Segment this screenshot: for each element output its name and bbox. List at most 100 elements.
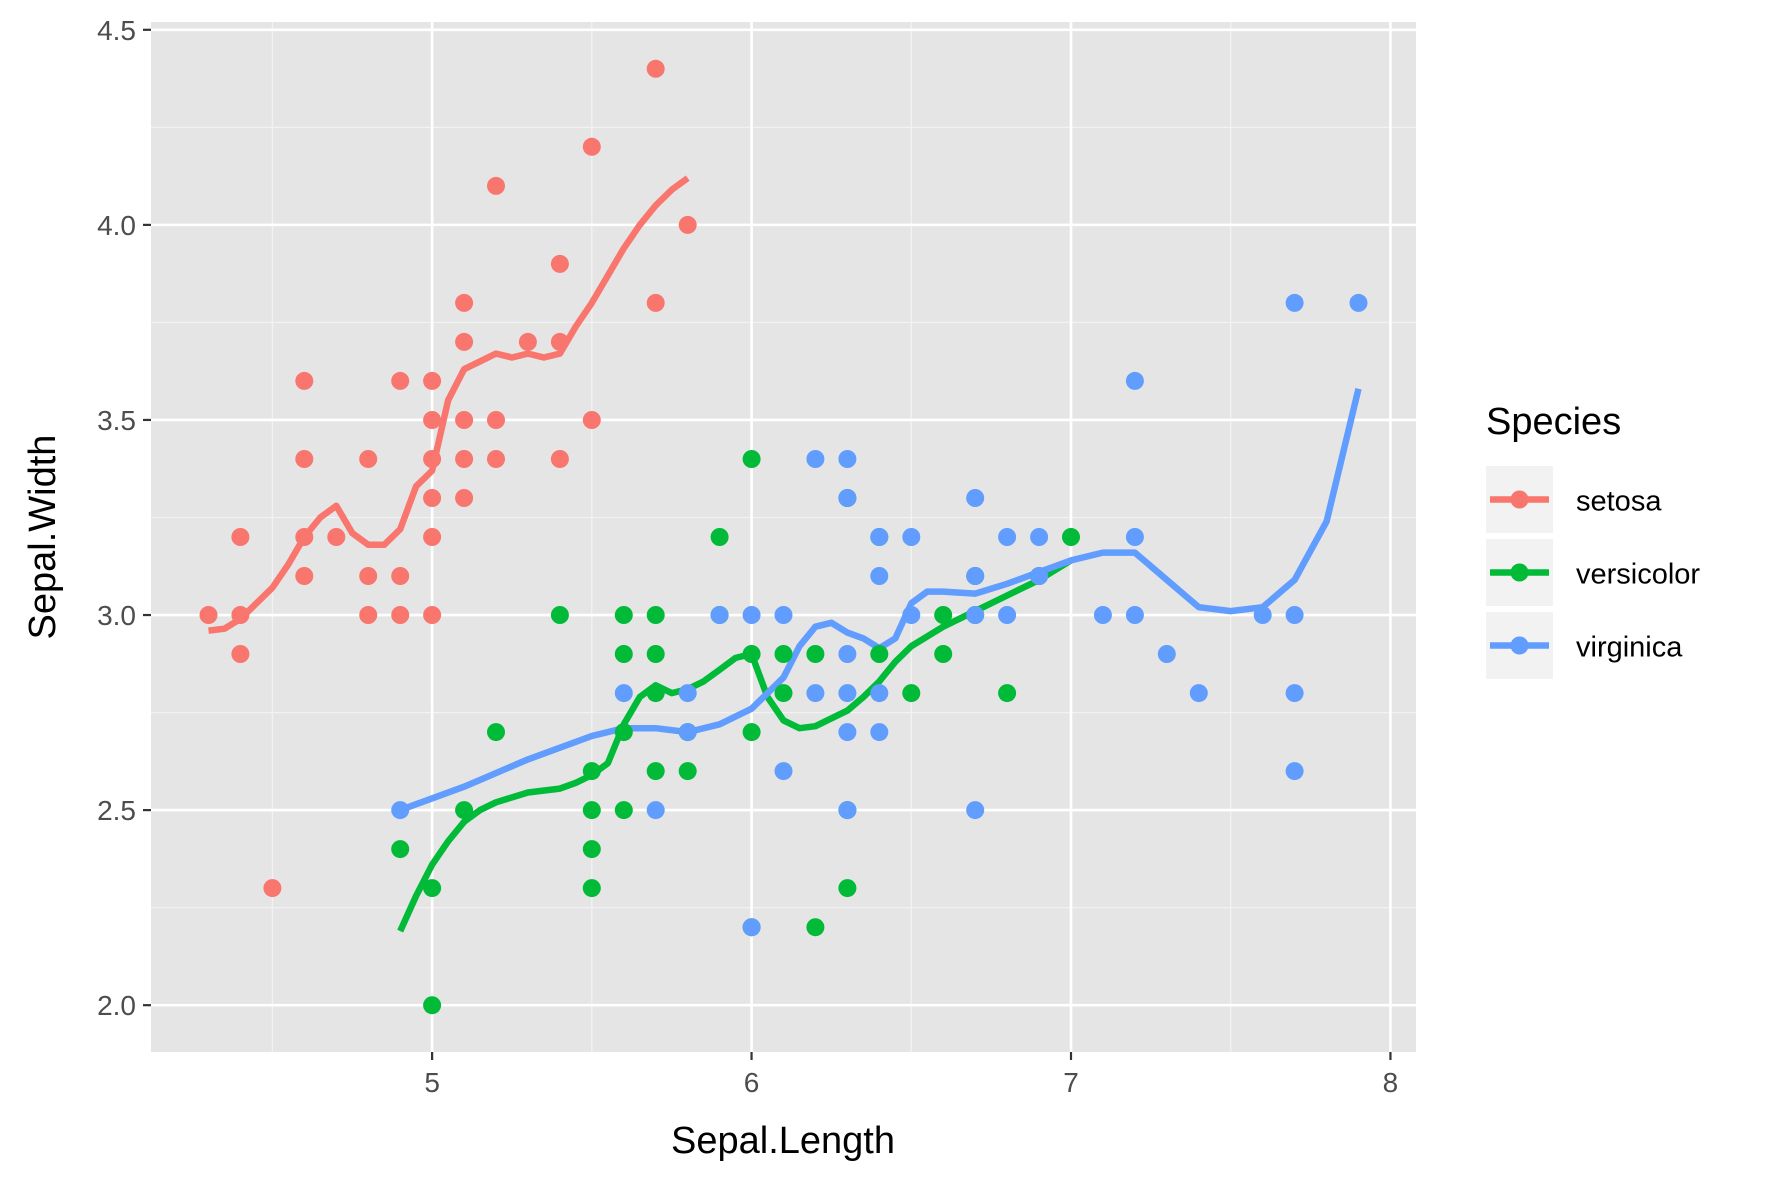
data-point-virginica: [1253, 606, 1272, 624]
data-point-versicolor: [806, 918, 825, 937]
data-point-versicolor: [614, 723, 633, 742]
data-point-setosa: [359, 450, 378, 468]
data-point-setosa: [646, 293, 665, 312]
data-point-virginica: [1349, 293, 1368, 312]
legend: Species setosa versicolor virginica: [1486, 401, 1700, 679]
data-point-setosa: [359, 606, 378, 624]
data-point-setosa: [231, 528, 250, 546]
data-point-virginica: [646, 801, 665, 820]
data-point-virginica: [1285, 293, 1304, 312]
data-point-virginica: [998, 606, 1017, 624]
data-point-setosa: [199, 606, 218, 624]
data-point-setosa: [295, 371, 314, 390]
x-tick-label: 5: [424, 1067, 440, 1098]
data-point-virginica: [838, 684, 857, 703]
data-point-versicolor: [614, 645, 633, 663]
data-point-virginica: [902, 528, 921, 546]
data-point-virginica: [838, 723, 857, 742]
data-point-versicolor: [934, 606, 953, 624]
data-point-virginica: [1125, 606, 1144, 624]
legend-key-point: [1510, 490, 1529, 509]
data-point-setosa: [582, 411, 601, 429]
x-tick-label: 7: [1063, 1067, 1079, 1098]
data-point-virginica: [870, 684, 889, 703]
data-point-setosa: [678, 215, 697, 234]
data-point-virginica: [1285, 606, 1304, 624]
data-point-versicolor: [998, 684, 1017, 703]
smooth-line-virginica: [399, 387, 1362, 814]
data-point-virginica: [1285, 762, 1304, 781]
data-point-versicolor: [934, 645, 953, 663]
x-axis-title: Sepal.Length: [671, 1120, 895, 1162]
data-point-versicolor: [646, 684, 665, 703]
data-point-setosa: [231, 606, 250, 624]
legend-label-virginica: virginica: [1576, 632, 1683, 664]
data-point-setosa: [487, 450, 505, 468]
legend-entry-virginica: virginica: [1486, 612, 1683, 679]
data-point-virginica: [966, 606, 985, 624]
data-point-versicolor: [550, 606, 569, 624]
data-point-versicolor: [838, 879, 857, 898]
data-point-virginica: [1189, 684, 1208, 703]
data-point-setosa: [550, 254, 569, 273]
data-point-virginica: [838, 645, 857, 663]
data-point-versicolor: [646, 606, 665, 624]
data-point-versicolor: [487, 723, 505, 742]
data-point-setosa: [646, 59, 665, 78]
data-point-versicolor: [646, 645, 665, 663]
data-point-setosa: [423, 371, 442, 390]
data-point-versicolor: [646, 762, 665, 781]
y-tick-label: 2.5: [97, 795, 136, 826]
data-point-setosa: [391, 371, 410, 390]
data-point-setosa: [231, 645, 250, 663]
data-point-versicolor: [710, 528, 729, 546]
data-point-virginica: [774, 762, 793, 781]
data-point-virginica: [1157, 645, 1176, 663]
legend-key-point: [1510, 563, 1529, 582]
data-point-versicolor: [582, 879, 601, 898]
data-point-versicolor: [742, 450, 761, 468]
data-point-virginica: [678, 684, 697, 703]
data-point-setosa: [391, 606, 410, 624]
data-point-versicolor: [902, 684, 921, 703]
data-point-versicolor: [742, 645, 761, 663]
data-point-setosa: [391, 567, 410, 585]
y-tick-label: 4.5: [97, 15, 136, 46]
data-point-versicolor: [614, 801, 633, 820]
data-point-virginica: [838, 450, 857, 468]
smooth-line-setosa: [208, 175, 690, 634]
data-point-setosa: [423, 606, 442, 624]
data-point-versicolor: [423, 879, 442, 898]
data-point-setosa: [327, 528, 346, 546]
data-point-versicolor: [582, 840, 601, 859]
data-point-setosa: [295, 528, 314, 546]
data-point-setosa: [550, 332, 569, 351]
data-point-virginica: [742, 606, 761, 624]
data-point-virginica: [870, 567, 889, 585]
data-point-virginica: [966, 489, 985, 507]
data-point-setosa: [455, 411, 474, 429]
data-point-versicolor: [678, 762, 697, 781]
data-point-virginica: [391, 801, 410, 820]
data-point-setosa: [423, 489, 442, 507]
data-point-virginica: [806, 684, 825, 703]
data-point-virginica: [998, 528, 1017, 546]
smooth-lines: [208, 175, 1362, 933]
data-point-setosa: [487, 411, 505, 429]
data-point-versicolor: [582, 801, 601, 820]
data-point-versicolor: [774, 684, 793, 703]
data-point-versicolor: [742, 723, 761, 742]
data-point-setosa: [455, 450, 474, 468]
data-point-virginica: [870, 528, 889, 546]
y-tick-label: 3.0: [97, 600, 136, 631]
y-tick-label: 4.0: [97, 210, 136, 241]
data-point-virginica: [966, 567, 985, 585]
legend-entries: setosa versicolor virginica: [1486, 466, 1700, 679]
data-point-virginica: [1093, 606, 1112, 624]
data-points: [199, 59, 1368, 1015]
data-point-setosa: [295, 567, 314, 585]
data-point-versicolor: [1062, 528, 1080, 546]
legend-entry-setosa: setosa: [1486, 466, 1662, 533]
data-point-versicolor: [423, 996, 442, 1015]
